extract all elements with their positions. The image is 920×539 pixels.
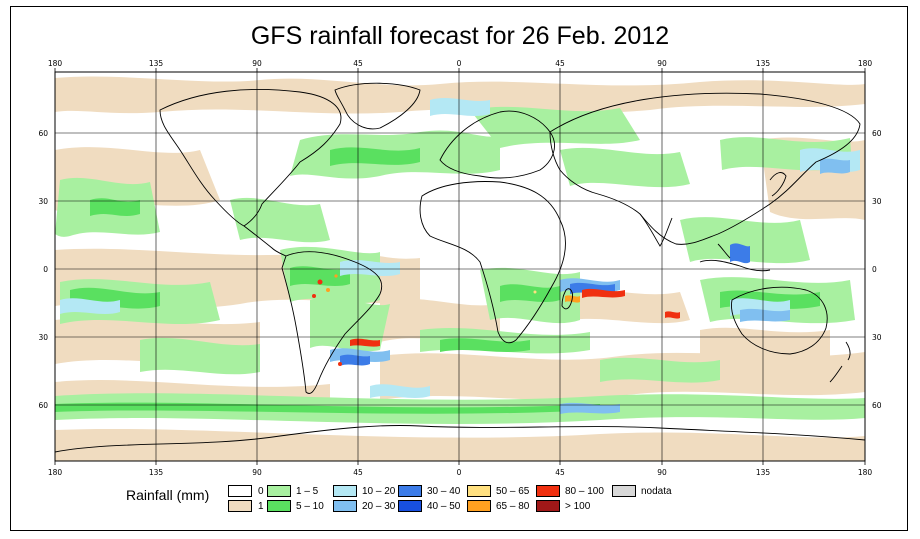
lat-label: 60: [872, 401, 882, 410]
lat-labels-left: 60 30 0 30 60: [38, 129, 48, 410]
lat-label: 60: [38, 401, 48, 410]
lat-label: 30: [872, 333, 882, 342]
lon-label: 45: [555, 59, 565, 68]
lon-label: 135: [149, 468, 164, 477]
lon-label: 45: [353, 468, 363, 477]
graticule: [55, 72, 865, 461]
lon-label: 45: [353, 59, 363, 68]
lat-label: 30: [872, 197, 882, 206]
lat-labels-right: 60 30 0 30 60: [872, 129, 882, 410]
coastlines: [55, 82, 865, 453]
rain-20to30mm-areas: [330, 158, 850, 414]
rainfall-field: [55, 76, 865, 461]
europe-outline: [439, 110, 555, 179]
tick-marks: [54, 68, 866, 465]
india-outline: [639, 213, 673, 247]
lon-label: 180: [858, 59, 873, 68]
lat-label: 0: [43, 265, 48, 274]
lat-label: 60: [872, 129, 882, 138]
asia-outline: [549, 92, 861, 245]
se-asia-islands-outline: [699, 243, 771, 272]
lon-label: 90: [252, 59, 262, 68]
lon-label: 90: [252, 468, 262, 477]
lon-label: 135: [756, 468, 771, 477]
map-border: [54, 71, 866, 462]
madagascar-outline: [561, 288, 573, 310]
lon-label: 135: [756, 59, 771, 68]
lon-label: 0: [457, 59, 462, 68]
lon-labels-bottom: 180 135 90 45 0 45 90 135 180: [48, 468, 873, 477]
lat-label: 30: [38, 333, 48, 342]
australia-outline: [731, 286, 828, 355]
lon-label: 0: [457, 468, 462, 477]
map-title: GFS rainfall forecast for 26 Feb. 2012: [250, 22, 670, 50]
japan-outline: [769, 172, 787, 197]
greenland-outline: [334, 82, 421, 130]
new-zealand-outline: [829, 341, 851, 383]
africa-outline: [419, 181, 566, 344]
south-america-outline: [281, 251, 383, 394]
lon-label: 90: [657, 59, 667, 68]
lon-label: 45: [555, 468, 565, 477]
lat-label: 60: [38, 129, 48, 138]
lon-label: 90: [657, 468, 667, 477]
lon-labels-top: 180 135 90 45 0 45 90 135 180: [48, 59, 873, 68]
lat-label: 0: [872, 265, 877, 274]
lon-label: 180: [48, 468, 63, 477]
north-america-outline: [159, 89, 342, 227]
lon-label: 135: [149, 59, 164, 68]
lon-label: 180: [48, 59, 63, 68]
lon-label: 180: [858, 468, 873, 477]
antarctica-outline: [55, 425, 865, 453]
central-america-outline: [243, 225, 287, 257]
lat-label: 30: [38, 197, 48, 206]
rain-30to50mm-areas: [340, 243, 750, 366]
